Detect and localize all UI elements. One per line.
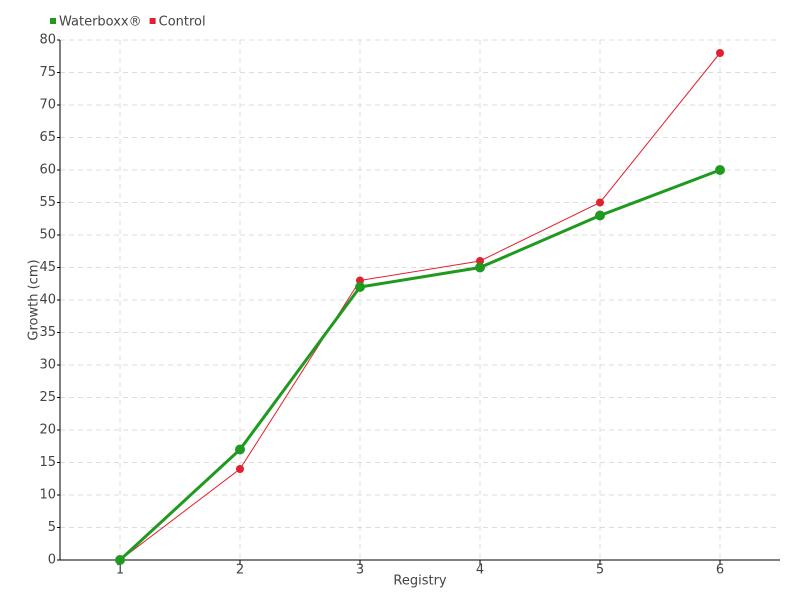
- y-tick-label: 45: [39, 260, 56, 275]
- data-point: [475, 262, 485, 273]
- legend-label: Waterboxx®: [59, 15, 142, 30]
- y-tick-label: 25: [39, 390, 56, 405]
- y-axis-label: Growth (cm): [27, 259, 42, 340]
- data-point: [236, 465, 244, 473]
- data-point: [235, 444, 245, 455]
- data-point: [715, 165, 725, 175]
- y-tick-label: 70: [39, 98, 56, 113]
- y-tick-label: 20: [39, 423, 56, 438]
- y-tick-label: 50: [39, 228, 56, 243]
- x-tick-label: 3: [356, 563, 364, 578]
- series-line: [118, 168, 721, 562]
- x-tick-label: 5: [596, 563, 604, 578]
- y-tick-label: 0: [48, 553, 56, 568]
- y-tick-label: 35: [39, 325, 56, 340]
- y-tick-label: 5: [48, 520, 56, 535]
- legend-label: Control: [159, 15, 206, 30]
- legend-swatch: [149, 18, 156, 24]
- legend-swatch: [50, 18, 56, 24]
- y-tick-label: 75: [39, 65, 56, 80]
- data-point: [595, 210, 605, 221]
- y-tick-label: 55: [39, 195, 56, 210]
- y-tick-label: 80: [39, 33, 56, 48]
- x-tick-label: 2: [236, 563, 244, 578]
- data-point: [115, 555, 125, 565]
- y-tick-label: 65: [39, 130, 56, 145]
- data-point: [716, 49, 724, 57]
- x-tick-label: 6: [716, 563, 724, 578]
- x-axis-label: Registry: [393, 574, 447, 589]
- x-tick-label: 1: [116, 563, 124, 578]
- y-tick-label: 40: [39, 293, 56, 308]
- x-tick-label: 4: [476, 563, 484, 578]
- y-tick-label: 60: [39, 163, 56, 178]
- data-point: [596, 198, 604, 207]
- y-tick-label: 10: [39, 488, 56, 503]
- series-line: [119, 52, 721, 561]
- data-point: [355, 282, 365, 292]
- y-tick-label: 30: [39, 358, 56, 373]
- y-tick-label: 15: [39, 455, 56, 470]
